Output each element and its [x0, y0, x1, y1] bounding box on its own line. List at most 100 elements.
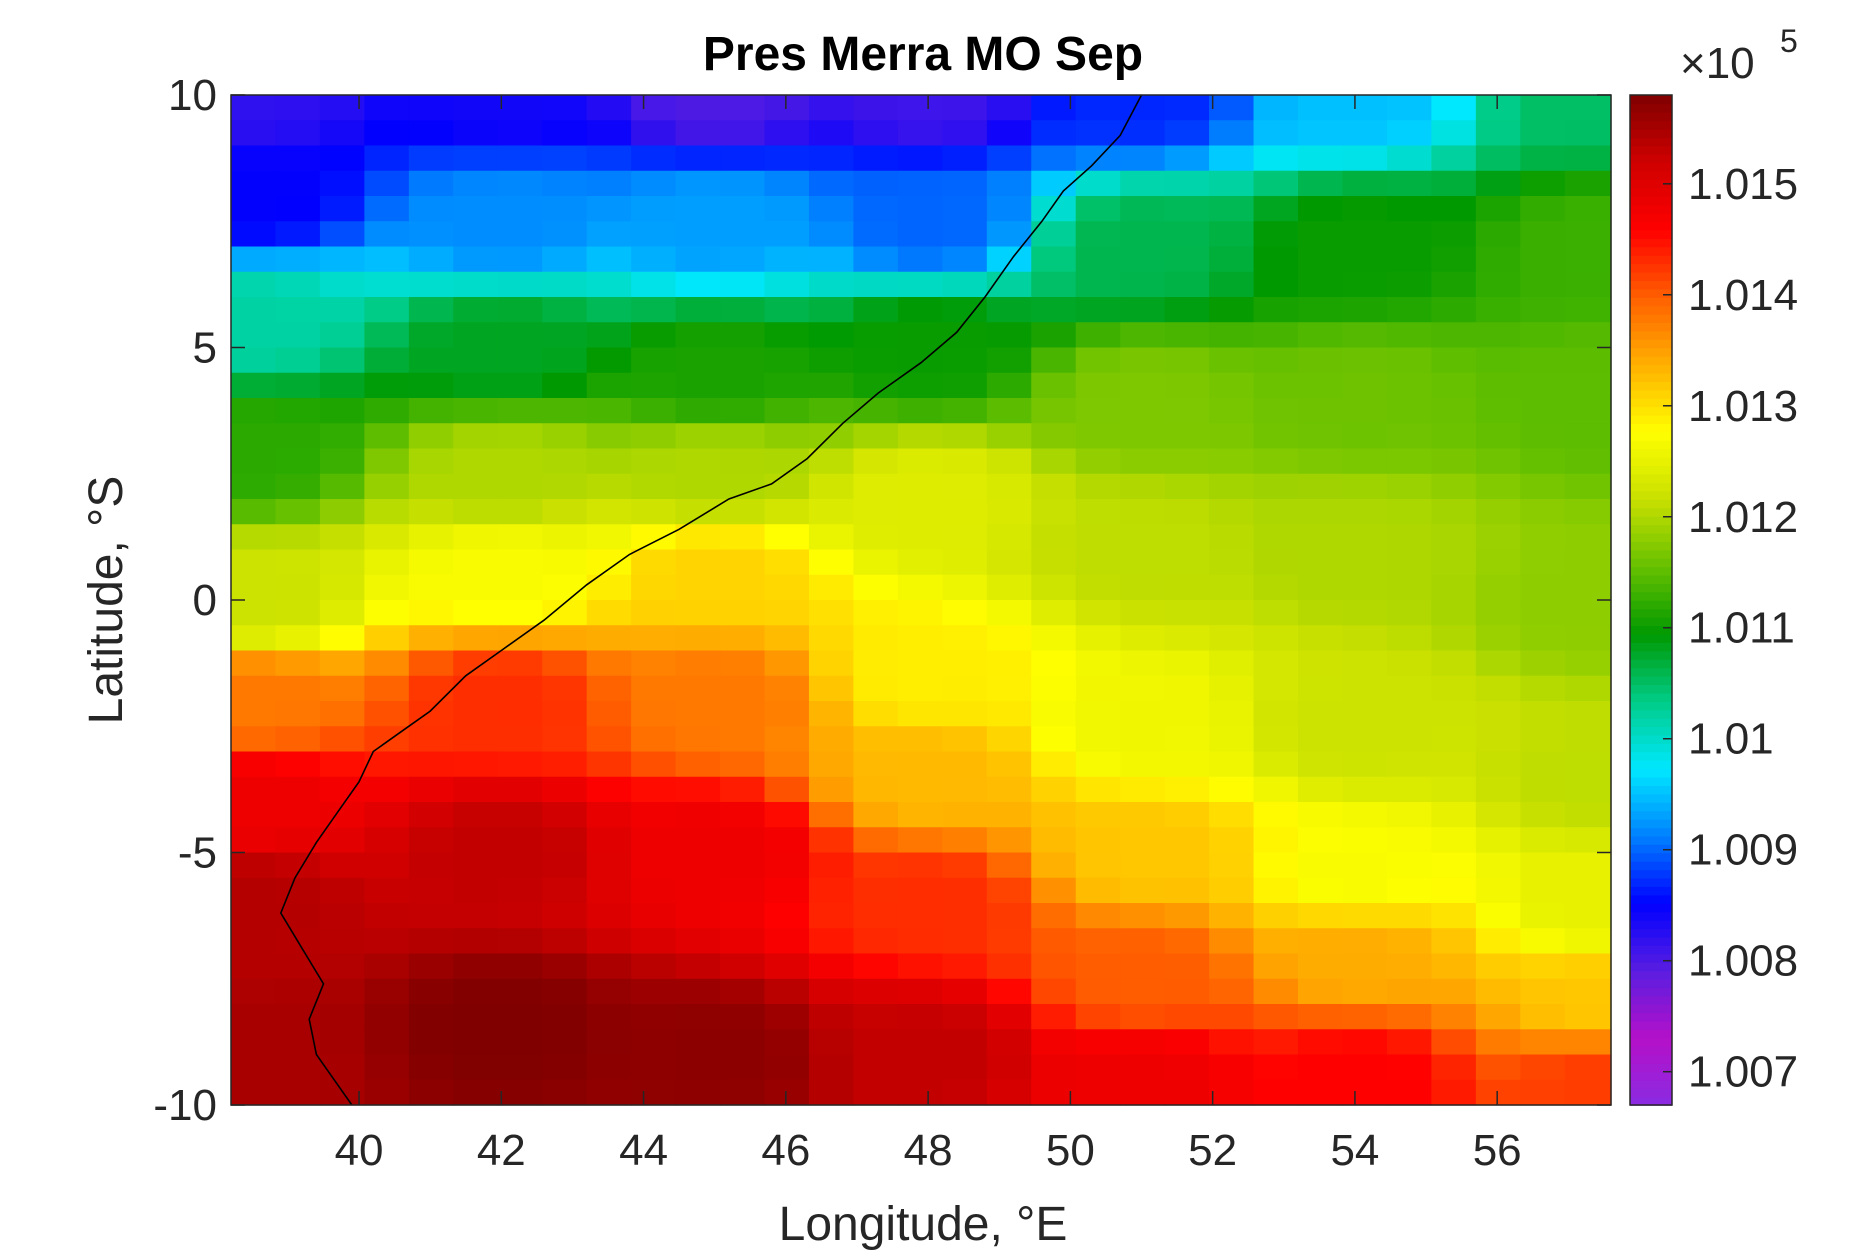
- y-axis-label: Latitude, °S: [80, 476, 133, 725]
- heatmap-cell: [1431, 903, 1477, 929]
- heatmap-cell: [897, 726, 943, 753]
- heatmap-cell: [897, 297, 943, 323]
- heatmap-cell: [1520, 221, 1566, 248]
- heatmap-cell: [542, 423, 588, 450]
- heatmap-cell: [853, 196, 899, 222]
- colorbar-segment: [1630, 642, 1672, 652]
- heatmap-cell: [1431, 953, 1477, 980]
- heatmap-cell: [542, 372, 588, 399]
- heatmap-cell: [542, 1004, 588, 1030]
- heatmap-cell: [231, 1029, 277, 1056]
- heatmap-cell: [586, 448, 632, 475]
- heatmap-cell: [497, 271, 543, 298]
- heatmap-cell: [1431, 827, 1477, 854]
- heatmap-cell: [497, 423, 543, 450]
- heatmap-cell: [542, 726, 588, 753]
- heatmap-cell: [1342, 675, 1388, 702]
- heatmap-cell: [586, 600, 632, 626]
- heatmap-cell: [542, 524, 588, 551]
- heatmap-cell: [675, 120, 721, 147]
- heatmap-cell: [808, 499, 855, 525]
- heatmap-cell: [586, 726, 632, 753]
- heatmap-cell: [453, 448, 499, 475]
- heatmap-cell: [231, 246, 277, 273]
- heatmap-cell: [986, 600, 1032, 626]
- heatmap-cell: [853, 246, 899, 273]
- heatmap-cell: [1520, 196, 1566, 222]
- heatmap-cell: [897, 95, 943, 121]
- heatmap-cell: [675, 170, 721, 197]
- colorbar-segment: [1630, 616, 1672, 627]
- heatmap-cell: [1120, 928, 1166, 955]
- heatmap-cell: [720, 246, 766, 273]
- heatmap-cell: [1164, 95, 1210, 121]
- heatmap-cell: [1120, 499, 1166, 525]
- heatmap-cell: [319, 978, 365, 1005]
- heatmap-cell: [319, 221, 365, 248]
- heatmap-cell: [453, 398, 499, 424]
- heatmap-cell: [675, 600, 721, 626]
- heatmap-cell: [453, 120, 499, 147]
- heatmap-cell: [497, 95, 543, 121]
- colorbar-segment: [1630, 305, 1672, 315]
- heatmap-cell: [631, 473, 677, 500]
- heatmap-cell: [231, 701, 277, 727]
- heatmap-cell: [319, 322, 365, 349]
- heatmap-cell: [1564, 322, 1610, 349]
- heatmap-cell: [942, 499, 988, 525]
- heatmap-cell: [586, 928, 632, 955]
- heatmap-cell: [1253, 271, 1299, 298]
- heatmap-cell: [542, 221, 588, 248]
- heatmap-cell: [720, 625, 766, 652]
- heatmap-cell: [586, 347, 632, 374]
- heatmap-cell: [764, 978, 810, 1005]
- heatmap-cell: [1386, 1079, 1432, 1106]
- heatmap-cell: [1386, 903, 1432, 929]
- heatmap-cell: [275, 398, 321, 424]
- heatmap-cell: [764, 372, 810, 399]
- colorbar-segment: [1630, 776, 1672, 786]
- heatmap-cell: [1209, 246, 1255, 273]
- heatmap-cell: [942, 398, 988, 424]
- heatmap-cell: [231, 978, 277, 1005]
- heatmap-cell: [897, 701, 943, 727]
- heatmap-cell: [364, 120, 410, 147]
- heatmap-cell: [231, 347, 277, 374]
- heatmap-cell: [542, 347, 588, 374]
- heatmap-cell: [1031, 524, 1077, 551]
- heatmap-cell: [1031, 372, 1077, 399]
- heatmap-cell: [631, 953, 677, 980]
- heatmap-cell: [631, 877, 677, 904]
- heatmap-cell: [808, 928, 855, 955]
- heatmap-cell: [1564, 776, 1610, 803]
- colorbar-tick-label: 1.009: [1688, 826, 1798, 875]
- heatmap-cell: [1475, 372, 1521, 399]
- heatmap-cell: [319, 372, 365, 399]
- heatmap-cell: [808, 574, 855, 601]
- heatmap-cell: [497, 246, 543, 273]
- heatmap-cell: [1253, 701, 1299, 727]
- heatmap-cell: [1298, 499, 1344, 525]
- heatmap-cell: [1520, 600, 1566, 626]
- heatmap-cell: [586, 827, 632, 854]
- heatmap-cell: [1342, 574, 1388, 601]
- heatmap-cell: [808, 1004, 855, 1030]
- heatmap-cell: [631, 221, 677, 248]
- heatmap-cell: [1431, 297, 1477, 323]
- heatmap-cell: [764, 297, 810, 323]
- x-axis-label: Longitude, °E: [779, 1198, 1068, 1250]
- heatmap-cell: [497, 978, 543, 1005]
- heatmap-cell: [1209, 347, 1255, 374]
- heatmap-cell: [853, 1054, 899, 1081]
- heatmap-cell: [1209, 398, 1255, 424]
- heatmap-cell: [542, 1054, 588, 1081]
- heatmap-cell: [808, 145, 855, 172]
- heatmap-cell: [1031, 423, 1077, 450]
- colorbar-segment: [1630, 381, 1672, 391]
- colorbar-segment: [1630, 153, 1672, 164]
- heatmap-cell: [275, 524, 321, 551]
- heatmap-cell: [1431, 524, 1477, 551]
- heatmap-cell: [1120, 1054, 1166, 1081]
- heatmap-cell: [319, 600, 365, 626]
- heatmap-cell: [408, 625, 454, 652]
